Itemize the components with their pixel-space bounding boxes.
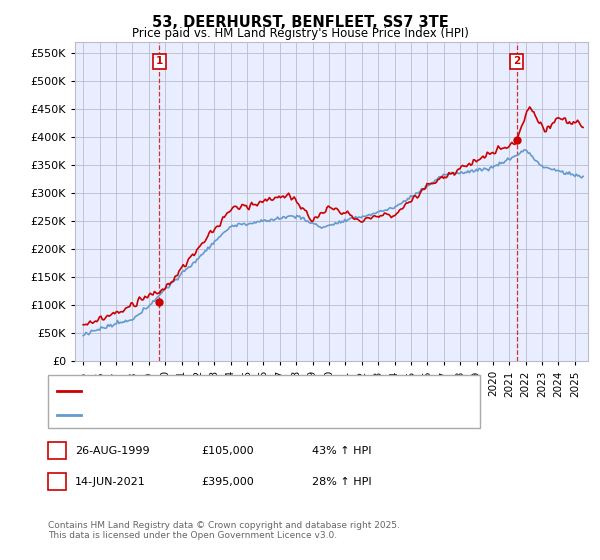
- Text: 53, DEERHURST, BENFLEET, SS7 3TE (semi-detached house): 53, DEERHURST, BENFLEET, SS7 3TE (semi-d…: [85, 386, 400, 396]
- Text: HPI: Average price, semi-detached house, Castle Point: HPI: Average price, semi-detached house,…: [85, 410, 369, 420]
- Text: 28% ↑ HPI: 28% ↑ HPI: [312, 477, 371, 487]
- Text: £105,000: £105,000: [201, 446, 254, 456]
- Text: Contains HM Land Registry data © Crown copyright and database right 2025.
This d: Contains HM Land Registry data © Crown c…: [48, 521, 400, 540]
- Text: Price paid vs. HM Land Registry's House Price Index (HPI): Price paid vs. HM Land Registry's House …: [131, 27, 469, 40]
- Text: 53, DEERHURST, BENFLEET, SS7 3TE: 53, DEERHURST, BENFLEET, SS7 3TE: [152, 15, 448, 30]
- Text: 1: 1: [53, 446, 61, 456]
- Text: £395,000: £395,000: [201, 477, 254, 487]
- Text: 14-JUN-2021: 14-JUN-2021: [75, 477, 146, 487]
- Text: 2: 2: [513, 56, 520, 66]
- Text: 2: 2: [53, 477, 61, 487]
- Text: 43% ↑ HPI: 43% ↑ HPI: [312, 446, 371, 456]
- Text: 1: 1: [156, 56, 163, 66]
- Text: 26-AUG-1999: 26-AUG-1999: [75, 446, 149, 456]
